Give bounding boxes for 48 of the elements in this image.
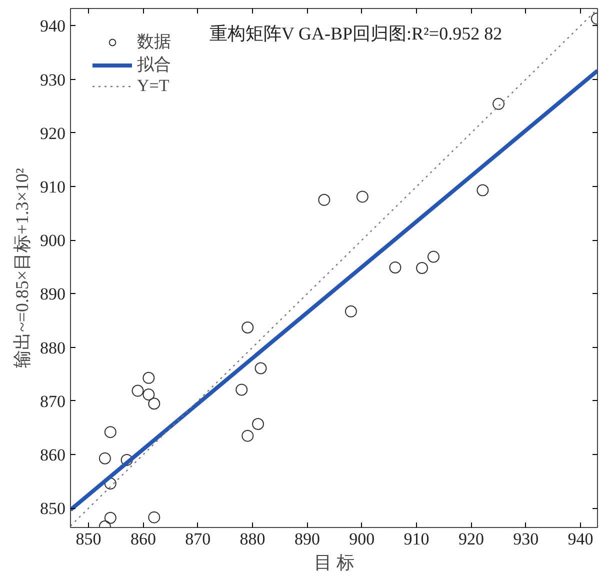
point	[120, 454, 133, 466]
point	[148, 398, 160, 410]
y-tick-label: 900	[40, 231, 66, 250]
point	[318, 194, 330, 206]
x-axis-title: 目 标	[314, 552, 354, 572]
point	[476, 184, 489, 196]
point	[242, 322, 254, 334]
y-tick-label: 930	[40, 70, 66, 90]
point	[104, 426, 116, 438]
y-tick-label: 870	[40, 392, 66, 411]
point	[416, 262, 428, 274]
y-tick-label: 940	[40, 16, 66, 36]
text: 重构矩阵V GA-BP回归图:R²=0.952 82	[209, 24, 502, 44]
point	[104, 512, 116, 524]
point	[252, 418, 264, 430]
point	[148, 511, 160, 524]
y-axis-title: 输出~=0.85×目标+1.3×10²	[12, 168, 32, 368]
point	[142, 388, 155, 401]
point	[389, 261, 402, 274]
legend-label: 数据	[137, 31, 171, 53]
y-tick-label: 920	[40, 124, 66, 143]
point	[427, 250, 440, 263]
point	[132, 384, 144, 397]
y-tick-label: 850	[40, 499, 66, 518]
x-tick-label: 940	[568, 530, 594, 548]
y-tick-label: 910	[40, 178, 66, 197]
point	[242, 430, 254, 442]
x-tick-label: 930	[513, 530, 539, 548]
legend-label: Y=T	[137, 76, 170, 96]
point	[236, 384, 248, 396]
x-tick-label: 900	[349, 530, 375, 548]
point	[98, 452, 111, 464]
y-tick-label: 860	[40, 446, 66, 465]
y-tick-label: 880	[40, 338, 66, 358]
legend-label: 拟合	[137, 54, 171, 76]
x-tick-label: 860	[130, 530, 156, 548]
y-tick-label: 890	[40, 284, 66, 304]
x-tick-label: 880	[240, 530, 266, 548]
x-tick-label: 910	[404, 530, 430, 548]
point	[492, 98, 505, 110]
x-tick-label: 920	[458, 530, 484, 548]
point	[344, 305, 357, 318]
point	[254, 362, 267, 374]
point	[356, 190, 368, 203]
x-tick-label: 850	[76, 530, 102, 548]
x-tick-label: 890	[294, 530, 320, 548]
point	[142, 372, 155, 384]
x-tick-label: 870	[185, 530, 211, 548]
